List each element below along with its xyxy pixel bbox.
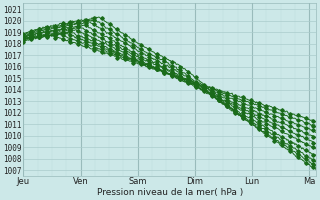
X-axis label: Pression niveau de la mer( hPa ): Pression niveau de la mer( hPa )	[97, 188, 243, 197]
